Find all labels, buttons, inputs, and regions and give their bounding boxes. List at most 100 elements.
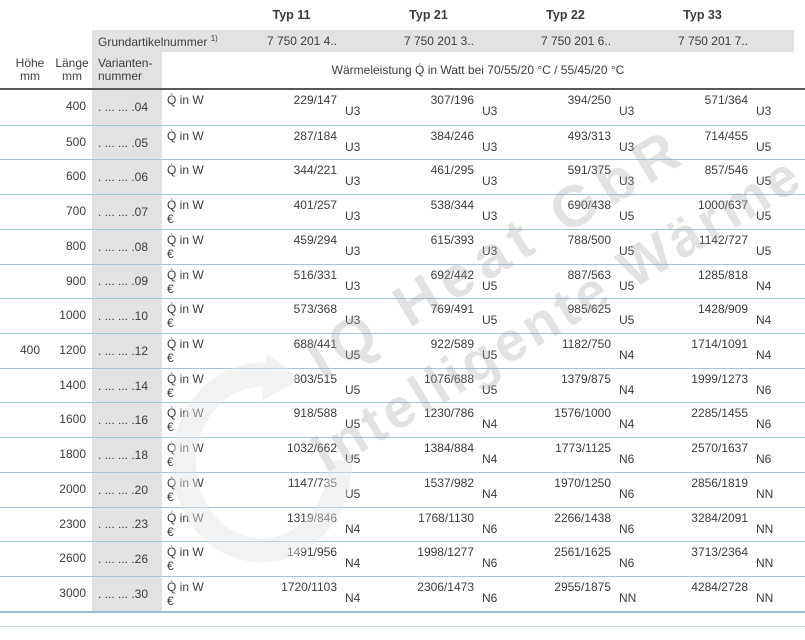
typ33-cell: 857/546 U5 — [657, 160, 794, 194]
type-header-row: Typ 11 Typ 21 Typ 22 Typ 33 — [0, 0, 805, 30]
typ11-cell: 516/331 U3 — [246, 265, 383, 299]
delivery-code: U5 — [756, 209, 772, 224]
table-row: 1000 . ... ... .10 Q̇ in W € 573/368 U3 … — [0, 298, 805, 334]
typ21-cell: 1998/1277 N6 — [383, 542, 520, 576]
delivery-code: U3 — [345, 209, 361, 224]
row-label-cell: Q̇ in W — [162, 126, 246, 160]
heat-output-value: 2570/1637 — [691, 441, 748, 456]
hoehe-cell — [8, 403, 52, 437]
hoehe-cell — [8, 195, 52, 229]
heat-output-value: 394/250 — [567, 93, 611, 107]
heat-output-label: Q̇ in W — [167, 267, 204, 282]
heat-output-value: 1491/956 — [286, 545, 337, 560]
hoehe-cell — [8, 438, 52, 472]
row-label-cell: Q̇ in W € — [162, 508, 246, 542]
heat-output-label: Q̇ in W — [167, 406, 204, 421]
delivery-code: U5 — [619, 278, 635, 293]
heat-output-value: 1384/884 — [423, 441, 474, 456]
heat-output-value: 714/455 — [704, 128, 748, 143]
row-label-cell: Q̇ in W € — [162, 438, 246, 472]
heat-output-value: 3713/2364 — [691, 545, 748, 560]
hoehe-cell — [8, 577, 52, 611]
typ22-cell: 1576/1000 N4 — [520, 403, 657, 437]
variant-number-cell: . ... ... .04 — [92, 90, 162, 125]
heat-output-value: 1537/982 — [423, 475, 474, 490]
laenge-cell: 3000 — [59, 586, 86, 601]
typ22-cell: 1182/750 N4 — [520, 334, 657, 368]
heat-output-label: Q̇ in W — [167, 163, 204, 178]
delivery-code: N4 — [619, 417, 635, 432]
typ22-cell: 591/375 U3 — [520, 160, 657, 194]
heat-output-value: 788/500 — [567, 232, 611, 247]
heat-output-value: 1970/1250 — [554, 475, 611, 490]
euro-label: € — [167, 281, 174, 296]
delivery-code: N6 — [482, 591, 498, 606]
typ33-cell: 1000/637 U5 — [657, 195, 794, 229]
heat-output-value: 1999/1273 — [691, 371, 748, 386]
delivery-code: U3 — [345, 278, 361, 293]
delivery-code: U5 — [619, 313, 635, 328]
article-number-row: Grundartikelnummer 1) 7 750 201 4.. 7 75… — [0, 30, 805, 52]
euro-label: € — [167, 455, 174, 470]
typ11-cell: 401/257 U3 — [246, 195, 383, 229]
typ21-cell: 1230/786 N4 — [383, 403, 520, 437]
heat-output-value: 573/368 — [293, 302, 337, 317]
heat-output-value: 1032/662 — [286, 441, 337, 456]
type-header: Typ 21 — [409, 8, 448, 22]
heat-output-value: 1230/786 — [423, 406, 474, 421]
delivery-code: N4 — [619, 348, 635, 363]
hoehe-cell — [8, 90, 52, 125]
heat-output-value: 1720/1103 — [281, 580, 337, 595]
typ22-cell: 2561/1625 N6 — [520, 542, 657, 576]
typ22-cell: 394/250 U3 — [520, 90, 657, 125]
laenge-cell: 400 — [65, 99, 86, 113]
heat-output-value: 287/184 — [293, 128, 337, 143]
typ33-cell: 2285/1455 N6 — [657, 403, 794, 437]
heat-output-value: 1773/1125 — [555, 441, 611, 456]
heat-output-value: 344/221 — [293, 163, 337, 178]
delivery-code: N6 — [482, 521, 498, 536]
typ11-cell: 1720/1103 N4 — [246, 577, 383, 611]
typ33-cell: 1714/1091 N4 — [657, 334, 794, 368]
typ22-cell: 2955/1875 NN — [520, 577, 657, 611]
table-row: 2600 . ... ... .26 Q̇ in W € 1491/956 N4… — [0, 541, 805, 577]
heat-output-value: 1319/846 — [286, 510, 337, 525]
typ11-cell: 459/294 U3 — [246, 230, 383, 264]
delivery-code: U3 — [756, 104, 772, 118]
delivery-code: U3 — [345, 104, 361, 118]
laenge-cell: 1600 — [59, 412, 86, 427]
variant-number-cell: . ... ... .26 — [92, 542, 162, 577]
typ21-cell: 1768/1130 N6 — [383, 508, 520, 542]
delivery-code: U3 — [345, 174, 361, 189]
heat-output-value: 384/246 — [430, 128, 474, 143]
typ21-cell: 615/393 U3 — [383, 230, 520, 264]
hoehe-cell — [8, 160, 52, 194]
heat-output-value: 461/295 — [430, 163, 474, 178]
typ11-cell: 918/588 U5 — [246, 403, 383, 437]
delivery-code: N6 — [756, 452, 772, 467]
laenge-cell: 600 — [65, 169, 86, 184]
heat-output-value: 459/294 — [293, 232, 337, 247]
heat-output-value: 4284/2728 — [691, 580, 748, 595]
delivery-code: U3 — [482, 174, 498, 189]
heat-output-value: 493/313 — [567, 128, 611, 143]
laenge-cell: 1200 — [59, 343, 86, 358]
row-label-cell: Q̇ in W — [162, 160, 246, 194]
heat-output-value: 2955/1875 — [554, 580, 611, 595]
typ33-cell: 1285/818 N4 — [657, 265, 794, 299]
heat-output-label: Q̇ in W — [167, 337, 204, 352]
typ21-cell: 384/246 U3 — [383, 126, 520, 160]
typ22-cell: 1970/1250 N6 — [520, 473, 657, 507]
heat-output-label: Q̇ in W — [167, 198, 204, 213]
article-number: 7 750 201 3.. — [403, 34, 474, 48]
heat-output-label: Q̇ in W — [167, 545, 204, 560]
heat-output-value: 516/331 — [293, 267, 337, 282]
delivery-code: U3 — [482, 104, 498, 118]
delivery-code: U5 — [345, 452, 361, 467]
heat-output-value: 229/147 — [293, 93, 337, 107]
typ21-cell: 1537/982 N4 — [383, 473, 520, 507]
hoehe-column-header: Höhe mm — [15, 56, 45, 83]
euro-label: € — [167, 524, 174, 539]
row-label-cell: Q̇ in W — [162, 90, 246, 125]
row-label-cell: Q̇ in W € — [162, 265, 246, 299]
